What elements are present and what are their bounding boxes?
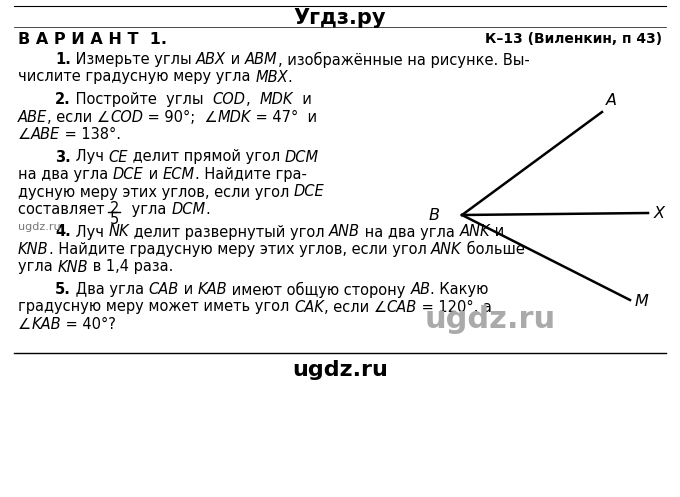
- Text: B: B: [429, 209, 440, 224]
- Text: и: и: [143, 167, 163, 182]
- Text: угла: угла: [18, 259, 57, 274]
- Text: ugdz.ru: ugdz.ru: [18, 222, 61, 232]
- Text: Луч: Луч: [71, 225, 108, 240]
- Text: градусную меру может иметь угол: градусную меру может иметь угол: [18, 300, 294, 315]
- Text: KNB: KNB: [18, 242, 49, 257]
- Text: в 1,4 раза.: в 1,4 раза.: [88, 259, 173, 274]
- Text: дусную меру этих углов, если угол: дусную меру этих углов, если угол: [18, 184, 294, 199]
- Text: COD: COD: [110, 109, 143, 125]
- Text: 4.: 4.: [55, 225, 71, 240]
- Text: = 47°  и: = 47° и: [252, 109, 318, 125]
- Text: . Найдите градусную меру этих углов, если угол: . Найдите градусную меру этих углов, есл…: [49, 242, 431, 257]
- Text: ∠: ∠: [18, 317, 31, 332]
- Text: COD: COD: [212, 92, 245, 107]
- Text: 5.: 5.: [55, 282, 71, 297]
- Text: .: .: [288, 70, 292, 84]
- Text: числите градусную меру угла: числите градусную меру угла: [18, 70, 255, 84]
- Text: составляет: составляет: [18, 202, 109, 217]
- Text: DCE: DCE: [294, 184, 325, 199]
- Text: .: .: [205, 202, 210, 217]
- Text: 1.: 1.: [55, 52, 71, 67]
- Text: Измерьте углы: Измерьте углы: [71, 52, 196, 67]
- Text: X: X: [654, 206, 665, 222]
- Text: MBX: MBX: [255, 70, 288, 84]
- Text: AB: AB: [410, 282, 430, 297]
- Text: ABE: ABE: [18, 109, 47, 125]
- Text: ugdz.ru: ugdz.ru: [292, 360, 388, 381]
- Text: и: и: [226, 52, 245, 67]
- Text: , изображённые на рисунке. Вы-: , изображённые на рисунке. Вы-: [277, 52, 529, 68]
- Text: KNB: KNB: [57, 259, 88, 274]
- Text: DCM: DCM: [285, 150, 319, 165]
- Text: ABM: ABM: [245, 52, 277, 67]
- Text: = 90°;  ∠: = 90°; ∠: [143, 109, 218, 125]
- Text: 3.: 3.: [55, 150, 71, 165]
- Text: на два угла: на два угла: [18, 167, 113, 182]
- Text: CAK: CAK: [294, 300, 324, 315]
- Text: CAB: CAB: [149, 282, 179, 297]
- Text: угла: угла: [127, 202, 171, 217]
- Text: Постройте  углы: Постройте углы: [71, 92, 212, 107]
- Text: Два угла: Два угла: [71, 282, 149, 297]
- Text: M: M: [635, 294, 649, 309]
- Text: ugdz.ru: ugdz.ru: [424, 305, 556, 334]
- Text: A: A: [606, 93, 617, 108]
- Text: , если ∠: , если ∠: [47, 109, 110, 125]
- Text: К–13 (Виленкин, п 43): К–13 (Виленкин, п 43): [485, 32, 662, 46]
- Text: , если ∠: , если ∠: [324, 300, 387, 315]
- Text: MDK: MDK: [259, 92, 293, 107]
- Text: . Какую: . Какую: [430, 282, 489, 297]
- Text: ABE: ABE: [31, 127, 61, 142]
- Text: и: и: [490, 225, 505, 240]
- Text: и: и: [293, 92, 311, 107]
- Text: DCE: DCE: [113, 167, 143, 182]
- Text: ECM: ECM: [163, 167, 194, 182]
- Text: ,: ,: [245, 92, 259, 107]
- Text: Луч: Луч: [71, 150, 108, 165]
- Text: 5: 5: [109, 212, 119, 227]
- Text: больше: больше: [462, 242, 525, 257]
- Text: 2.: 2.: [55, 92, 71, 107]
- Text: ANB: ANB: [329, 225, 360, 240]
- Text: ANK: ANK: [431, 242, 462, 257]
- Text: имеют общую сторону: имеют общую сторону: [227, 282, 410, 298]
- Text: 2: 2: [109, 201, 119, 216]
- Text: MDK: MDK: [218, 109, 252, 125]
- Text: ANK: ANK: [460, 225, 490, 240]
- Text: Угдз.ру: Угдз.ру: [294, 8, 386, 28]
- Text: NK: NK: [108, 225, 129, 240]
- Text: делит развернутый угол: делит развернутый угол: [129, 225, 329, 240]
- Text: = 40°?: = 40°?: [61, 317, 116, 332]
- Text: делит прямой угол: делит прямой угол: [128, 150, 285, 165]
- Text: = 120°, а: = 120°, а: [417, 300, 492, 315]
- Text: ABX: ABX: [196, 52, 226, 67]
- Text: = 138°.: = 138°.: [61, 127, 121, 142]
- Text: ∠: ∠: [18, 127, 31, 142]
- Text: KAB: KAB: [198, 282, 227, 297]
- Text: KAB: KAB: [31, 317, 61, 332]
- Text: . Найдите гра-: . Найдите гра-: [194, 167, 307, 182]
- Text: В А Р И А Н Т  1.: В А Р И А Н Т 1.: [18, 32, 167, 47]
- Text: и: и: [179, 282, 198, 297]
- Text: CAB: CAB: [387, 300, 417, 315]
- Text: на два угла: на два угла: [360, 225, 460, 240]
- Text: CE: CE: [108, 150, 128, 165]
- Text: DCM: DCM: [171, 202, 205, 217]
